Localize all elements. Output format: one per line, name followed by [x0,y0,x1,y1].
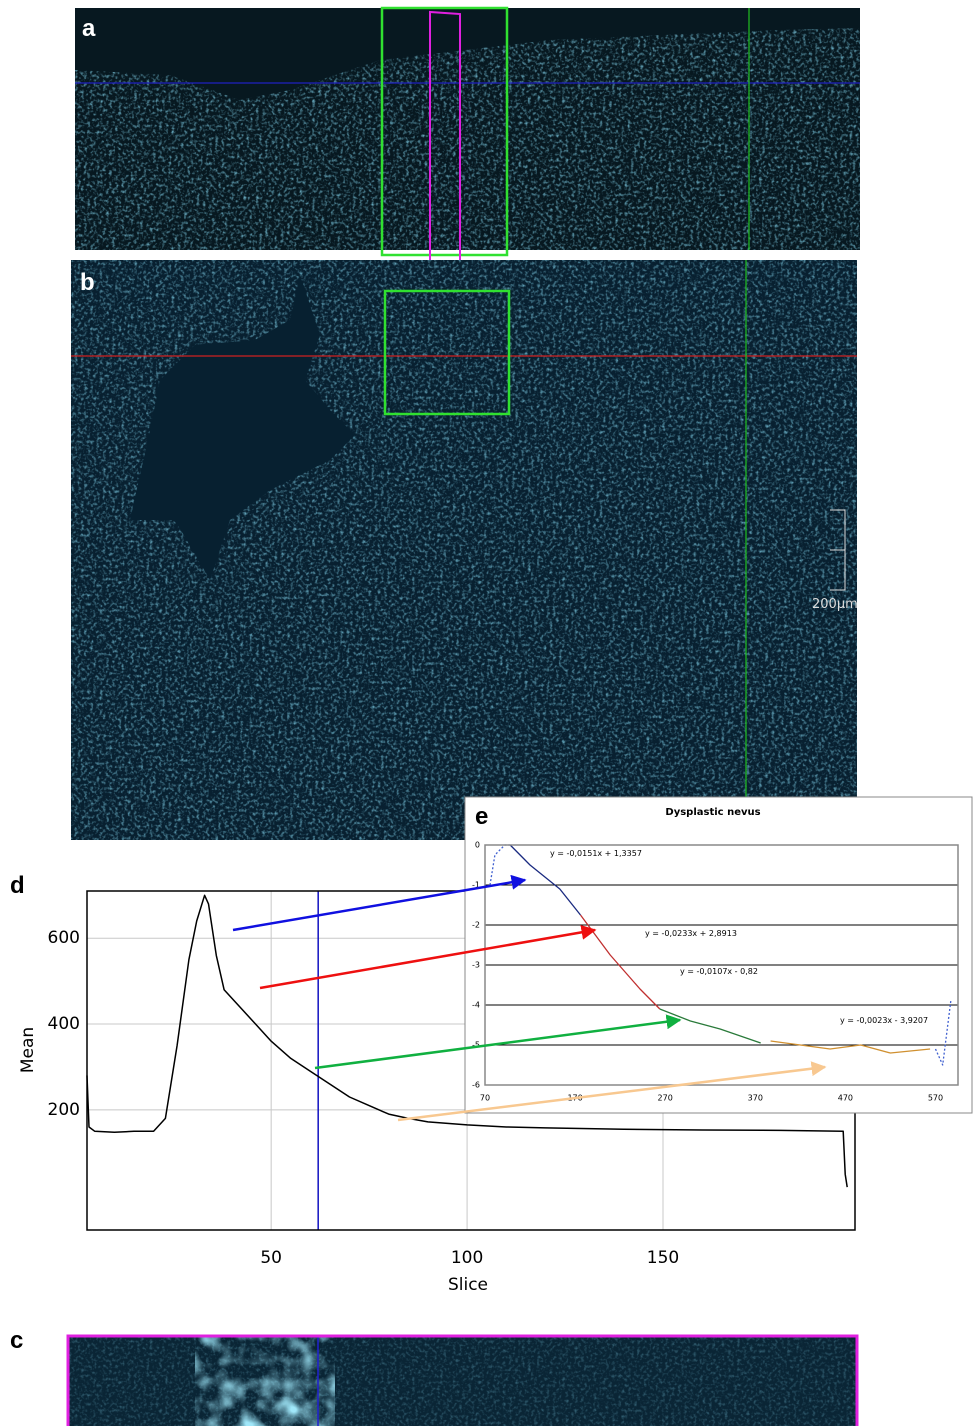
lesion-hole [130,275,355,580]
data-line [86,894,848,1188]
arrow [397,1061,827,1122]
chart-title: Dysplastic nevus [665,807,760,818]
image-c-texture [67,1335,858,1426]
roi-box [380,6,509,257]
x-axis-label: Slice [448,1275,488,1295]
arrow [314,1014,682,1070]
y-axis-label: Mean [18,1027,38,1073]
x-tick-label: 470 [838,1094,853,1103]
annotation: y = -0,0233x + 2,8913 [645,929,737,938]
y-tick-label: -4 [472,1001,480,1010]
panel-label: d [10,872,25,899]
panel-label: c [10,1327,23,1354]
y-tick-label: -3 [472,961,480,970]
y-tick-label: -5 [472,1041,480,1050]
data-line [509,844,582,916]
x-tick-label: 150 [647,1248,679,1268]
roi-slice [429,10,461,262]
plot-frame [484,844,959,1086]
y-tick-label: 600 [48,928,80,948]
image-c-blob [195,1335,335,1426]
frame [66,1334,859,1426]
y-tick-label: -6 [472,1081,480,1090]
annotation: y = -0,0023x - 3,9207 [840,1016,928,1025]
y-tick-label: 200 [48,1100,80,1120]
annotation: y = -0,0107x - 0,82 [680,967,758,976]
x-tick-label: 370 [748,1094,763,1103]
panel-label: b [80,269,95,296]
x-tick-label: 70 [480,1094,490,1103]
x-tick-label: 50 [260,1248,282,1268]
y-tick-label: -2 [472,921,480,930]
panel-label: a [82,15,96,42]
x-tick-label: 270 [658,1094,673,1103]
y-tick-label: 0 [475,841,480,850]
arrow [259,924,597,990]
scale-label: 200µm [812,597,858,612]
panel-label: e [475,803,488,830]
panel-a: a [75,6,860,262]
panel-c: c [10,1327,859,1426]
chart-e-box [464,796,973,1114]
scale-bar [830,509,846,591]
image-b-texture [71,260,857,840]
annotation: y = -0,0151x + 1,3357 [550,849,642,858]
arrows [232,874,827,1122]
y-tick-label: -1 [472,881,480,890]
x-tick-label: 570 [928,1094,943,1103]
data-line [489,844,511,886]
data-line [934,1000,952,1066]
arrow [232,874,527,932]
y-tick-label: 400 [48,1014,80,1034]
data-line [770,1040,931,1054]
chart-e: 0-1-2-3-4-5-670170270370470570y = -0,015… [472,841,959,1103]
x-tick-label: 100 [451,1248,483,1268]
roi-box [383,289,511,416]
panel-b: 200µm b [71,260,858,840]
